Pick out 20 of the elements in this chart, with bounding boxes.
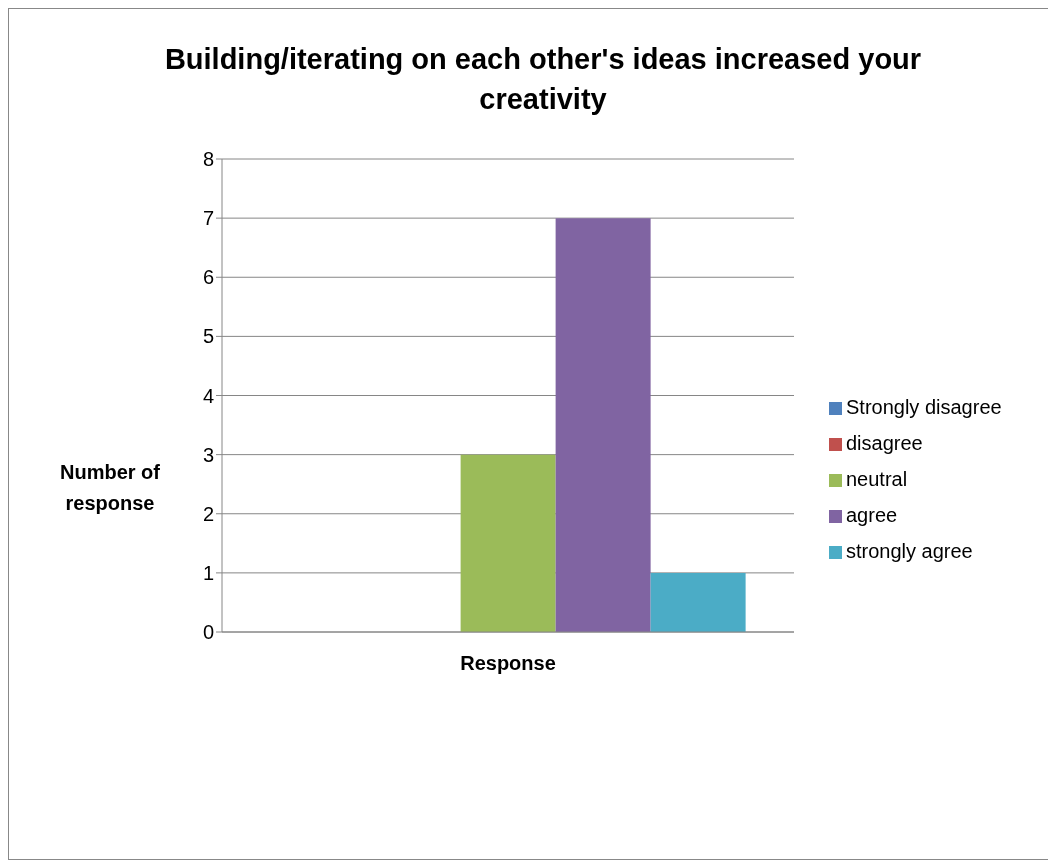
legend-label: neutral <box>846 468 908 490</box>
y-tick-label: 6 <box>202 266 214 289</box>
y-tick-label: 4 <box>202 384 214 407</box>
y-tick-label: 8 <box>202 148 214 171</box>
y-tick-label: 3 <box>202 443 214 466</box>
chart-title: Building/iterating on each other's ideas increased your creativity <box>163 42 923 117</box>
y-tick-label: 0 <box>202 621 214 644</box>
y-axis-title: Number of response <box>59 460 161 516</box>
y-tick-label: 2 <box>202 502 214 525</box>
y-tick-label: 1 <box>202 561 214 584</box>
x-axis-title: Response <box>460 652 556 674</box>
y-tick-label: 5 <box>202 325 214 348</box>
bar <box>460 454 556 632</box>
legend-label: strongly agree <box>846 540 973 562</box>
y-tick-label: 7 <box>202 207 214 230</box>
legend-label: Strongly disagree <box>846 396 1002 418</box>
bar <box>650 572 746 632</box>
legend-label: agree <box>846 504 898 526</box>
legend-label: disagree <box>846 432 923 454</box>
bar <box>555 218 651 632</box>
